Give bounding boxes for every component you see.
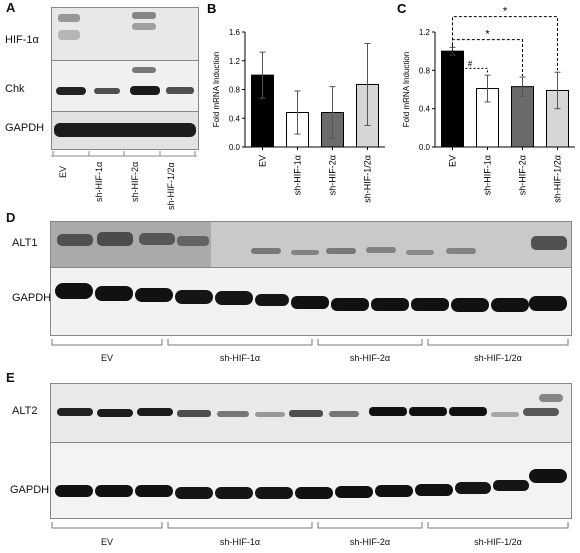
chart-c-ytick-label: 0.8	[419, 66, 431, 75]
chart-b-ytick-label: 1.2	[229, 57, 241, 66]
panel-e-group-brackets	[51, 522, 569, 529]
blot-a-hif1a	[51, 7, 199, 61]
panel-e-group-sh12: sh-HIF-1/2α	[474, 537, 522, 547]
panel-e-group-sh2: sh-HIF-2α	[349, 537, 391, 547]
panel-d-group-sh1: sh-HIF-1α	[219, 353, 261, 363]
chart-b-ytick-label: 1.6	[229, 28, 241, 37]
gapdh-row-label-e: GAPDH	[10, 484, 50, 496]
panel-e-group-ev: EV	[100, 537, 113, 547]
panel-d-group-ev: EV	[100, 353, 113, 363]
chart-b-panel-letter: B	[207, 1, 216, 16]
blot-d-alt1-bands	[51, 222, 567, 267]
chart-c-sig-bracket-3	[452, 16, 558, 71]
chart-b-ytick-label: 0.8	[229, 86, 241, 95]
panel-e-letter: E	[6, 370, 15, 385]
alt1-row-label: ALT1	[12, 237, 38, 249]
chart-c-xtick-label: sh-HIF-2α	[518, 155, 528, 195]
panel-a-lane-ev: EV	[58, 165, 68, 178]
chart-c-sig-label-3: *	[503, 6, 508, 18]
blot-e-alt2	[50, 383, 572, 443]
blot-e-gapdh-bands	[55, 469, 567, 499]
panel-d-group-sh2: sh-HIF-2α	[349, 353, 391, 363]
chart-c-ytick-label: 1.2	[419, 28, 431, 37]
chart-c-ylabel: Fold mRNA Induction	[402, 52, 411, 128]
chart-b-ytick-label: 0.4	[229, 114, 241, 123]
chk-row-label: Chk	[5, 83, 25, 95]
blot-d-gapdh	[50, 267, 572, 336]
chart-b-xtick-label: sh-HIF-1/2α	[363, 155, 373, 203]
blot-d-gapdh-bands	[55, 283, 567, 312]
panel-d-letter: D	[6, 210, 16, 225]
panel-a-lane-sh1: sh-HIF-1α	[94, 161, 104, 202]
blot-d-alt1	[50, 221, 572, 268]
chart-c-ytick-label: 0.4	[419, 105, 431, 114]
chart-c-ytick-label: 0.0	[419, 143, 431, 152]
chart-c-sig-bracket-1	[452, 45, 488, 75]
chart-c-xtick-label: sh-HIF-1/2α	[553, 155, 563, 203]
chart-c-sig-label-2: *	[485, 29, 490, 41]
alt2-row-label: ALT2	[12, 405, 38, 417]
chart-c-panel-letter: C	[397, 1, 407, 16]
blot-a-chk-bands	[56, 67, 194, 95]
blot-a-gapdh	[51, 111, 199, 150]
panel-a-letter: A	[6, 0, 16, 15]
hif1a-row-label: HIF-1α	[5, 34, 39, 46]
chart-c-xtick-label: sh-HIF-1α	[483, 155, 493, 195]
panel-a-lane-sh12: sh-HIF-1/2α	[166, 162, 176, 210]
blot-a-gapdh-bands	[54, 123, 196, 137]
chart-c-sig-label-1: #	[468, 59, 473, 68]
gapdh-row-label-d: GAPDH	[12, 292, 52, 304]
chart-b-xtick-label: sh-HIF-2α	[328, 155, 338, 195]
chart-b-xtick-label: sh-HIF-1α	[293, 155, 303, 195]
chart-b-ylabel: Fold mRNA Induction	[212, 52, 221, 128]
chart-c-xtick-label: EV	[448, 155, 458, 167]
chart-b-xtick-label: EV	[258, 155, 268, 167]
blot-e-gapdh	[50, 442, 572, 519]
blot-a-chk	[51, 60, 199, 112]
chart-b-ytick-label: 0.0	[229, 143, 241, 152]
chart-c: C 0.0 0.4 0.8 1.2 Fold mRNA Induction EV sh-HIF…	[397, 1, 575, 203]
chart-b: B 0.0 0.4 0.8 1.2 1.6 Fold mRNA Induction EV sh-…	[207, 1, 385, 203]
panel-d-group-brackets	[51, 339, 569, 346]
blot-e-alt2-bands	[57, 394, 563, 417]
panel-d-group-sh12: sh-HIF-1/2α	[474, 353, 522, 363]
blot-a-hif1a-bands	[58, 12, 156, 40]
panel-a-lane-sh2: sh-HIF-2α	[130, 161, 140, 202]
panel-e-group-sh1: sh-HIF-1α	[219, 537, 261, 547]
gapdh-row-label-a: GAPDH	[5, 122, 45, 134]
panel-a-lane-ticks	[51, 151, 197, 157]
